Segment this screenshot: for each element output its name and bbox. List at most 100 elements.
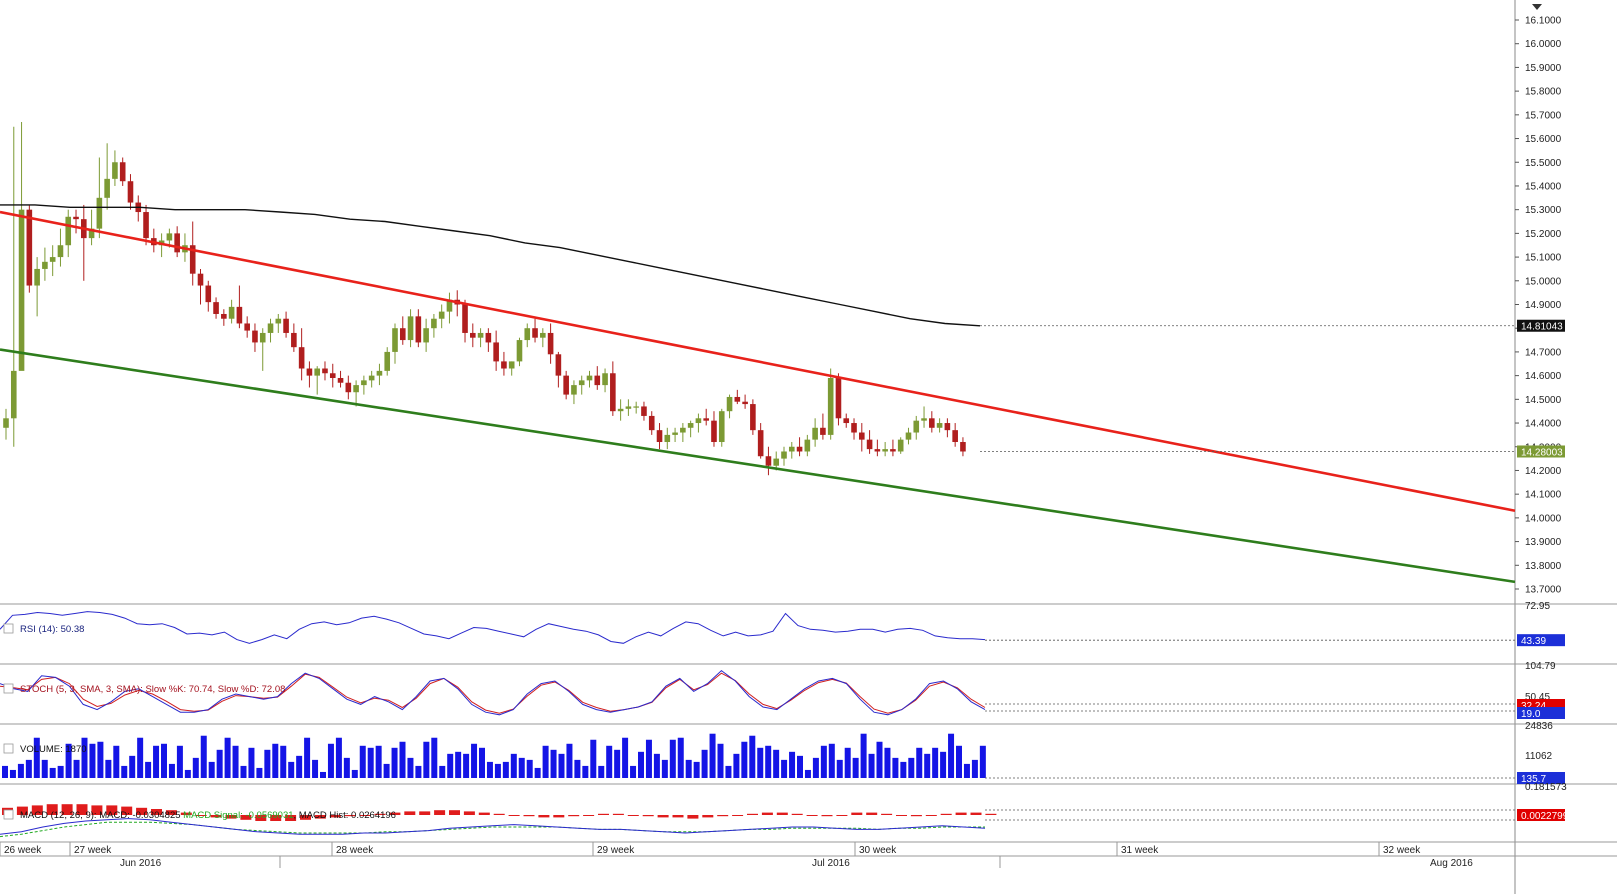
volume-bar [510, 753, 517, 778]
volume-bar [375, 745, 382, 778]
sma-line [0, 204, 981, 327]
candle-body [641, 406, 647, 416]
volume-bar [439, 765, 446, 778]
volume-bar [288, 761, 295, 778]
volume-bar [49, 767, 56, 778]
price-tick-label: 13.9000 [1525, 537, 1562, 548]
macd-label-signal: MACD Signal: -0.0569031 [183, 810, 293, 821]
price-tick-label: 15.6000 [1525, 134, 1562, 145]
macd-hist-bar [240, 815, 252, 820]
volume-bar [701, 749, 708, 778]
volume-bar [518, 757, 525, 778]
volume-bar [852, 757, 859, 778]
volume-bar [25, 759, 32, 778]
price-tick-label: 16.1000 [1525, 16, 1562, 27]
volume-label-group: VOLUME: 1870 [3, 743, 87, 755]
candle-body [88, 228, 95, 239]
candle-body [563, 375, 569, 395]
macd-hist-bar [538, 815, 550, 818]
volume-bar [256, 767, 263, 778]
close-icon[interactable] [3, 743, 14, 754]
volume-bar [471, 743, 478, 778]
volume-bar [693, 761, 700, 778]
volume-bar [789, 751, 796, 778]
candle-body [547, 332, 554, 355]
candle-body [578, 380, 585, 386]
candle-body [765, 456, 772, 466]
macd-hist-bar [136, 807, 148, 815]
volume-bar [391, 747, 398, 778]
volume-bar [9, 769, 16, 778]
candle-body [337, 377, 344, 383]
close-icon[interactable] [3, 623, 14, 634]
candle-body [259, 332, 266, 343]
price-tick-label: 14.4000 [1525, 419, 1562, 430]
volume-bar [916, 747, 923, 778]
candle-body [952, 430, 958, 443]
candle-body [298, 347, 305, 369]
candle-body [353, 385, 359, 393]
volume-bar [582, 765, 589, 778]
volume-bar [192, 757, 199, 778]
stoch-mid-tick: 50.45 [1525, 692, 1550, 703]
macd-hist-bar [329, 815, 341, 818]
macd-hist-bar [672, 815, 684, 818]
macd-hist-bar [717, 815, 729, 817]
volume-bar [614, 749, 621, 778]
candle-body [680, 427, 686, 433]
candle-body [236, 306, 243, 324]
volume-bar [741, 741, 748, 778]
volume-bar [320, 771, 326, 778]
volume-bar [367, 747, 374, 778]
macd-hist-bar [791, 813, 803, 815]
candle-body [96, 197, 103, 229]
month-label: Jun 2016 [120, 858, 162, 869]
volume-bar [479, 747, 485, 778]
volume-bar [121, 765, 128, 778]
volume-bar [860, 733, 867, 778]
close-icon[interactable] [3, 809, 14, 820]
rsi-line [0, 611, 986, 644]
macd-hist-bar [210, 815, 222, 818]
volume-panel[interactable] [2, 733, 1515, 779]
candle-body [470, 332, 476, 338]
macd-panel[interactable] [0, 804, 1515, 838]
price-tick-label: 15.5000 [1525, 158, 1562, 169]
volume-bar [932, 747, 939, 778]
candle-body [874, 449, 881, 452]
candle-body [648, 415, 655, 431]
price-tick-label: 15.9000 [1525, 63, 1562, 74]
price-tick-label: 15.3000 [1525, 205, 1562, 216]
volume-bar [312, 759, 319, 778]
candle-body [936, 423, 943, 428]
volume-bar [57, 765, 64, 778]
macd-hist-bar [642, 815, 654, 817]
candle-body [944, 423, 951, 431]
candle-body [291, 332, 297, 348]
volume-bar [844, 747, 851, 778]
triangle-down-icon[interactable] [1532, 4, 1542, 10]
macd-hist-bar [91, 805, 103, 815]
candle-body [197, 273, 204, 286]
week-label: 27 week [74, 845, 112, 856]
volume-bar [327, 743, 334, 778]
volume-bar [828, 743, 835, 778]
rsi-panel[interactable] [0, 611, 1515, 644]
price-panel[interactable] [0, 121, 1516, 584]
candle-body [540, 332, 546, 338]
candle-body [283, 318, 289, 333]
candle-body [734, 396, 741, 402]
macd-hist-bar [747, 813, 758, 815]
close-icon[interactable] [3, 683, 14, 694]
candle-body [532, 328, 538, 338]
stoch-panel[interactable] [0, 669, 1515, 716]
candle-body [65, 216, 72, 246]
volume-bar [415, 765, 422, 778]
candle-body [750, 404, 756, 431]
volume-bar [948, 733, 955, 778]
candle-body [228, 306, 235, 319]
candle-body [221, 313, 227, 319]
candle-body [913, 420, 920, 433]
volume-bar [534, 767, 541, 778]
volume-bar [924, 753, 931, 778]
